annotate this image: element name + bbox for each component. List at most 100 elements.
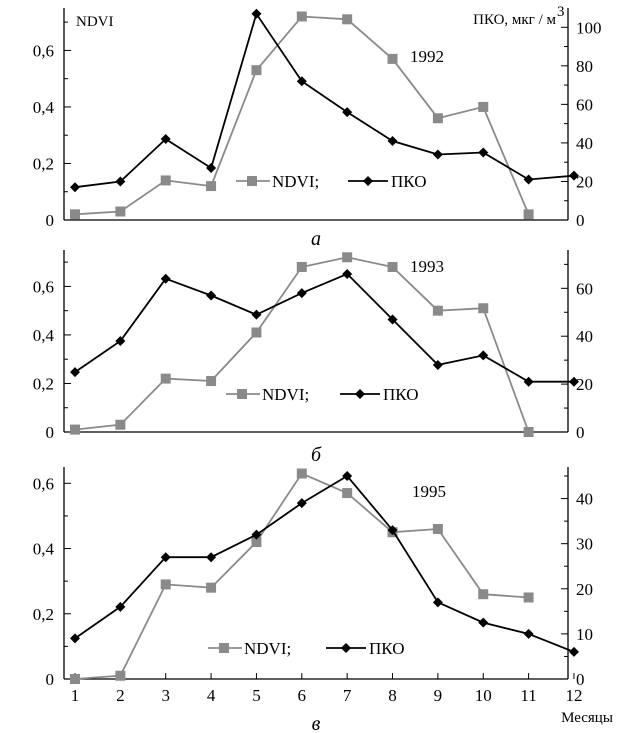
- pko-line: [74, 272, 574, 383]
- left-tick-label: 0,4: [33, 326, 55, 345]
- pko-point: [115, 601, 126, 612]
- pko-point: [568, 376, 579, 387]
- right-tick-label: 30: [576, 535, 593, 554]
- pko-point: [206, 162, 217, 173]
- right-tick-label: 80: [576, 57, 593, 76]
- year-label: 1995: [412, 482, 446, 501]
- pko-line: [74, 474, 575, 653]
- x-tick-label: 12: [565, 686, 582, 705]
- pko-line: [74, 11, 575, 189]
- pko-point: [523, 628, 534, 639]
- x-tick-label: 6: [298, 686, 307, 705]
- legend-ndvi-marker: [219, 643, 229, 653]
- pko-point: [70, 633, 80, 644]
- pko-point: [251, 8, 262, 19]
- ndvi-point: [342, 488, 353, 499]
- right-tick-label: 40: [576, 490, 593, 509]
- right-tick-label: 100: [576, 18, 602, 37]
- legend-ndvi-marker: [237, 389, 247, 399]
- ndvi-point: [432, 523, 443, 534]
- left-tick-label: 0,4: [33, 98, 55, 117]
- x-tick-label: 4: [207, 686, 216, 705]
- ndvi-point: [523, 209, 534, 220]
- ndvi-point: [115, 206, 126, 217]
- right-tick-label: 20: [576, 580, 593, 599]
- pko-point: [432, 359, 443, 370]
- pko-point: [523, 174, 534, 185]
- ndvi-point: [160, 373, 171, 384]
- pko-point: [70, 182, 80, 193]
- legend-pko-label: ПКО: [391, 172, 426, 191]
- panel-letter: а: [311, 228, 321, 250]
- right-axis-title: ПКО, мкг / м: [473, 12, 556, 28]
- ndvi-point: [296, 11, 307, 22]
- ndvi-point: [115, 419, 126, 430]
- panel-letter: б: [311, 444, 322, 466]
- legend-ndvi-marker: [247, 176, 257, 186]
- x-tick-label: 3: [161, 686, 170, 705]
- ndvi-point: [387, 53, 398, 64]
- left-tick-label: 0,6: [33, 474, 54, 493]
- ndvi-point: [478, 303, 489, 314]
- ndvi-point: [206, 582, 217, 593]
- x-tick-label: 8: [388, 686, 397, 705]
- left-tick-label: 0,2: [33, 374, 54, 393]
- ndvi-point: [478, 589, 489, 600]
- pko-point: [568, 170, 579, 181]
- year-label: 1992: [410, 47, 444, 66]
- x-tick-label: 1: [71, 686, 80, 705]
- left-tick-label: 0: [46, 211, 55, 230]
- x-tick-label: 5: [252, 686, 261, 705]
- pko-point: [342, 268, 353, 279]
- right-tick-label: 0: [576, 670, 585, 689]
- x-tick-label: 7: [343, 686, 352, 705]
- pko-point: [432, 597, 443, 608]
- legend-pko-marker: [355, 389, 365, 399]
- pko-point: [206, 552, 217, 563]
- right-tick-label: 20: [576, 375, 593, 394]
- chart-panel-1: 0 0,2 0,4 0,6 0 20 40 60 80 100 NDVI ПКО, мкг / м 3 1…: [33, 4, 602, 250]
- right-tick-label: 0: [576, 423, 585, 442]
- ndvi-point: [342, 252, 353, 263]
- left-tick-label: 0,6: [33, 277, 54, 296]
- legend-pko-label: ПКО: [383, 385, 418, 404]
- legend-pko-marker: [363, 176, 373, 186]
- right-tick-label: 40: [576, 327, 593, 346]
- ndvi-point: [296, 261, 307, 272]
- left-tick-label: 0,4: [33, 540, 55, 559]
- pko-point: [296, 288, 307, 299]
- pko-point: [342, 107, 353, 118]
- ndvi-point: [206, 376, 217, 387]
- pko-point: [568, 646, 579, 657]
- panel-letter: в: [312, 713, 321, 733]
- pko-point: [160, 273, 171, 284]
- ndvi-point: [160, 579, 171, 590]
- pko-point: [115, 336, 126, 346]
- legend-ndvi-label: NDVI;: [272, 172, 319, 191]
- pko-point: [206, 290, 217, 301]
- ndvi-point: [251, 327, 262, 338]
- ndvi-point: [115, 670, 126, 681]
- pko-point: [342, 471, 353, 482]
- legend-ndvi-label: NDVI;: [244, 639, 291, 658]
- legend-ndvi-label: NDVI;: [262, 385, 309, 404]
- right-tick-label: 60: [576, 279, 593, 298]
- ndvi-point: [387, 261, 398, 272]
- left-tick-label: 0,6: [33, 41, 54, 60]
- ndvi-point: [251, 65, 262, 76]
- ndvi-point: [432, 305, 443, 316]
- pko-point: [160, 134, 171, 145]
- right-tick-label: 40: [576, 134, 593, 153]
- ndvi-point: [70, 209, 80, 220]
- ndvi-point: [342, 14, 353, 25]
- pko-point: [251, 309, 262, 320]
- pko-point: [387, 135, 398, 146]
- ndvi-point: [251, 537, 262, 548]
- ndvi-line: [74, 256, 530, 433]
- right-tick-label: 60: [576, 95, 593, 114]
- ndvi-point: [160, 175, 171, 186]
- left-tick-label: 0: [46, 670, 55, 689]
- right-tick-label: 10: [576, 625, 593, 644]
- ndvi-point: [432, 113, 443, 124]
